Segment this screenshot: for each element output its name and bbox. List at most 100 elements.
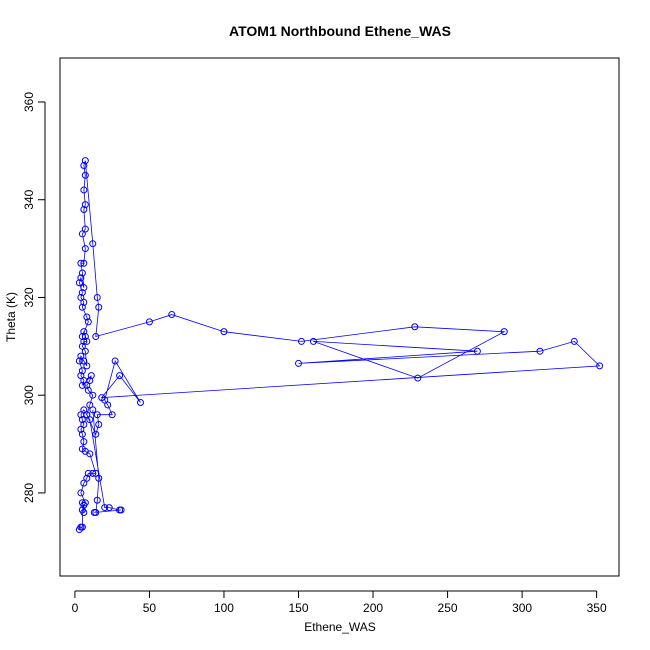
data-point [117,506,125,514]
data-point [101,504,109,512]
chart-title: ATOM1 Northbound Ethene_WAS [229,23,451,39]
data-point [81,245,89,253]
data-point [220,328,228,336]
data-point [93,411,101,419]
x-tick-label: 0 [72,601,79,615]
data-point [78,289,86,297]
y-axis-label: Theta (K) [4,292,18,342]
series-points-group [75,157,604,534]
series-line-group [78,160,601,530]
data-point [78,445,86,453]
data-point [80,259,88,267]
data-point [80,328,88,336]
plot-area-frame [59,57,620,577]
x-axis-label: Ethene_WAS [304,620,376,634]
data-point [83,337,91,345]
data-point [77,274,85,282]
y-tick-label: 360 [22,92,36,112]
data-point [77,293,85,301]
data-point [80,337,88,345]
data-point [92,508,100,516]
data-point [78,333,86,341]
data-point [80,421,88,429]
x-tick-label: 250 [438,601,458,615]
data-point [83,381,91,389]
data-point [77,372,85,380]
data-point [89,391,97,399]
x-tick-label: 50 [143,601,157,615]
data-point [77,352,85,360]
data-point [81,347,89,355]
x-tick-label: 200 [363,601,383,615]
data-point [136,399,144,407]
axes-group: 0 50 100 150 200 250 300 350 280 300 320 340 360 [22,92,607,615]
data-point [81,171,89,179]
data-point [108,411,116,419]
data-point [89,240,97,248]
data-point [500,328,508,336]
data-point [536,347,544,355]
data-point [84,386,92,394]
data-point [75,279,83,287]
x-tick-label: 300 [512,601,532,615]
data-point [86,416,94,424]
data-point [92,430,100,438]
data-point [411,323,419,331]
data-point [80,377,88,385]
data-point [295,359,303,367]
data-point [78,430,86,438]
data-point [95,421,103,429]
data-point [414,374,422,382]
y-tick-label: 300 [22,385,36,405]
data-point [81,157,89,165]
data-point [80,205,88,213]
data-point [78,523,86,531]
data-point [92,333,100,341]
x-tick-label: 350 [587,601,607,615]
data-point [80,479,88,487]
data-point [80,508,88,516]
data-point [78,416,86,424]
y-tick-label: 320 [22,287,36,307]
data-point [78,303,86,311]
data-point [104,401,112,409]
data-point [80,357,88,365]
data-point [84,469,92,477]
data-point [93,496,101,504]
y-tick-label: 280 [22,483,36,503]
data-point [80,284,88,292]
y-tick-label: 340 [22,189,36,209]
data-point [116,372,124,380]
data-point [473,347,481,355]
data-point [89,469,97,477]
data-point [83,474,91,482]
data-point [86,401,94,409]
data-point [78,367,86,375]
data-point [297,337,305,345]
x-tick-label: 100 [214,601,234,615]
data-point [78,381,86,389]
series-line [78,160,601,530]
data-point [81,333,89,341]
data-point [92,469,100,477]
data-point [596,362,604,370]
data-point [77,259,85,267]
data-point [77,489,85,497]
data-point [101,396,109,404]
data-point [80,438,88,446]
data-point [80,186,88,194]
data-point [105,504,113,512]
data-point [83,362,91,370]
data-point [168,311,176,319]
data-point [80,162,88,170]
data-point [80,298,88,306]
data-point [145,318,153,326]
data-point [309,337,317,345]
data-point [77,425,85,433]
data-point [80,406,88,414]
data-point [81,225,89,233]
data-point [75,357,83,365]
data-point [78,499,86,507]
